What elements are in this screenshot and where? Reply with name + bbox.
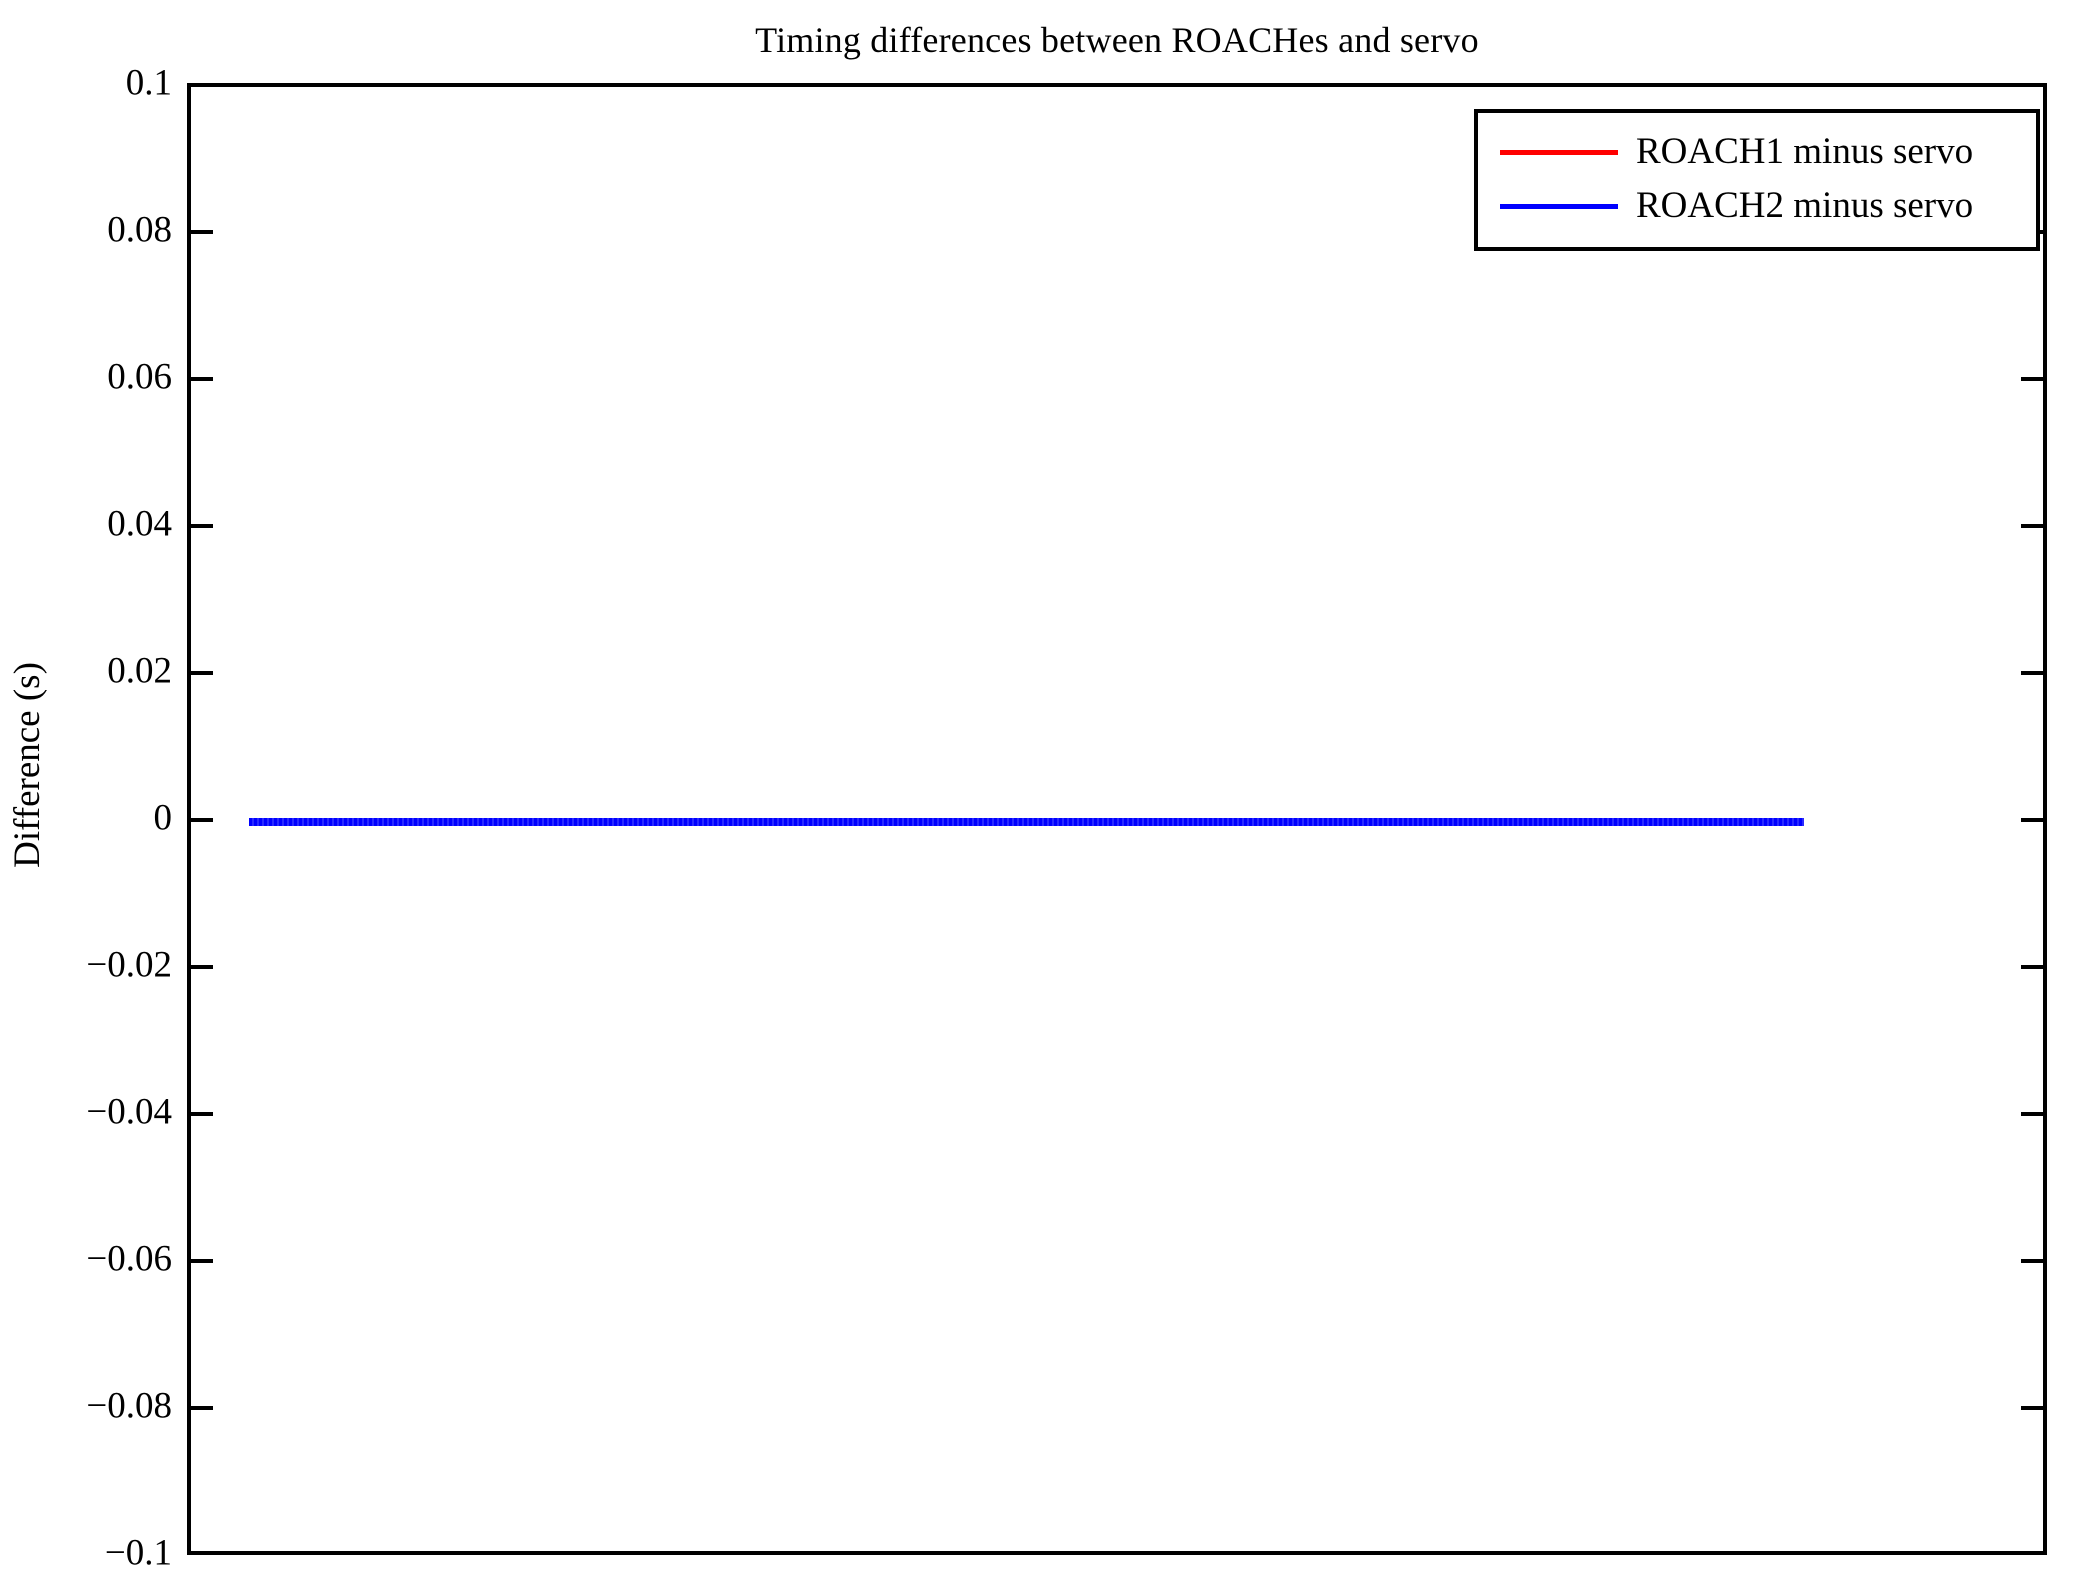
y-tick-mark-right <box>2021 965 2043 969</box>
y-tick-mark-right <box>2021 1406 2043 1410</box>
y-tick-mark-left <box>191 965 213 969</box>
y-tick-label: 0.08 <box>107 209 172 251</box>
y-tick-mark-left <box>191 230 213 234</box>
y-tick-mark-left <box>191 818 213 822</box>
y-tick-label: −0.02 <box>86 944 172 986</box>
y-tick-mark-left <box>191 1112 213 1116</box>
series-line-roach2 <box>249 818 1804 826</box>
y-tick-label: 0.02 <box>107 650 172 692</box>
y-tick-label: −0.06 <box>86 1238 172 1280</box>
y-tick-label: −0.1 <box>104 1532 172 1574</box>
y-tick-label: 0.1 <box>125 62 172 104</box>
y-axis-tick-labels: 0.1 0.08 0.06 0.04 0.02 0 −0.02 −0.04 −0… <box>0 0 172 1592</box>
y-tick-label: −0.08 <box>86 1385 172 1427</box>
y-tick-mark-left <box>191 524 213 528</box>
legend-entry-roach1[interactable]: ROACH1 minus servo <box>1478 125 2036 179</box>
y-tick-label: 0 <box>153 797 173 839</box>
y-tick-mark-right <box>2021 1112 2043 1116</box>
y-tick-mark-right <box>2021 818 2043 822</box>
legend[interactable]: ROACH1 minus servo ROACH2 minus servo <box>1474 109 2040 251</box>
y-tick-mark-left <box>191 1259 213 1263</box>
y-tick-mark-right <box>2021 671 2043 675</box>
y-tick-mark-right <box>2021 524 2043 528</box>
chart-title: Timing differences between ROACHes and s… <box>755 20 1479 60</box>
y-tick-label: 0.04 <box>107 503 172 545</box>
legend-label-roach2: ROACH2 minus servo <box>1636 185 1974 226</box>
y-tick-mark-right <box>2021 377 2043 381</box>
y-tick-label: 0.06 <box>107 356 172 398</box>
legend-entry-roach2[interactable]: ROACH2 minus servo <box>1478 179 2036 233</box>
plot-area: ROACH1 minus servo ROACH2 minus servo <box>187 83 2047 1555</box>
y-tick-mark-left <box>191 377 213 381</box>
y-tick-mark-left <box>191 1406 213 1410</box>
y-tick-label: −0.04 <box>86 1091 172 1133</box>
legend-label-roach1: ROACH1 minus servo <box>1636 131 1974 172</box>
y-tick-mark-left <box>191 671 213 675</box>
legend-color-swatch-roach2 <box>1500 203 1618 209</box>
legend-color-swatch-roach1 <box>1500 149 1618 155</box>
y-tick-mark-right <box>2021 1259 2043 1263</box>
